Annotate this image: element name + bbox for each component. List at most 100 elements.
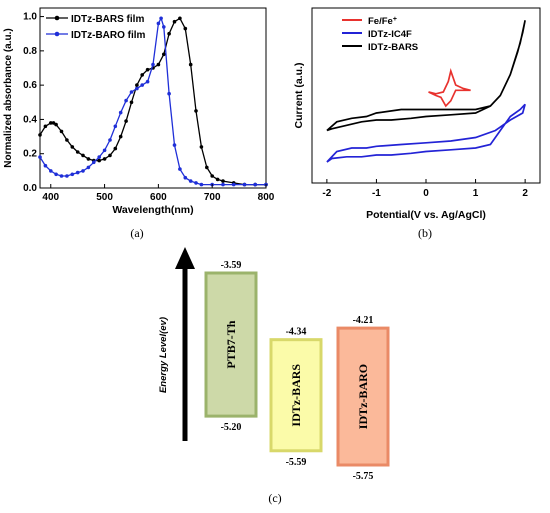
x-axis-label: Wavelength(nm) [112,204,193,216]
series-line-2 [326,20,526,132]
series-line-0 [39,17,266,186]
homo-label: -5.59 [286,457,307,468]
data-point [140,83,144,87]
legend-label: IDTz-BARS film [71,14,144,25]
data-point [86,165,91,170]
data-point [124,119,128,123]
homo-label: -5.75 [353,471,374,482]
data-point [156,62,161,67]
legend-label: IDTz-BARO film [71,30,146,41]
data-point [231,182,236,187]
energy-arrow-head [175,247,195,269]
energy-bar-1 [269,338,323,453]
energy-level-diagram: Energy Level(ev) -3.59 -5.20 PTB7-Th -4.34 -5… [158,247,390,505]
legend-marker [54,15,60,21]
energy-axis-label: Energy Level(ev) [158,317,169,393]
y-axis-label: Normalized absorbance (a.u.) [3,28,14,167]
x-axis-label: Potential(V vs. Ag/AgCl) [366,209,486,221]
y-tick-label: 0.0 [23,183,37,194]
energy-bar-2 [336,326,390,467]
y-tick-label: 0.6 [23,80,37,91]
data-point [54,122,58,127]
data-point [43,163,48,168]
series-line-0 [428,67,471,108]
data-point [70,172,75,177]
data-point [92,160,96,165]
legend-label: Fe/Fe+ [368,16,397,28]
data-point [38,155,42,159]
data-point [188,62,193,67]
data-point [75,150,80,154]
data-point [151,62,155,67]
data-point [49,121,53,125]
data-point [97,155,101,159]
series-line-1 [39,16,266,186]
y-tick-label: 0.8 [23,46,37,57]
data-point [140,73,144,77]
panel-label: (c) [268,491,281,505]
material-label: IDTz-BARS [289,364,303,427]
panel-label: (b) [418,226,432,240]
data-point [159,16,163,21]
data-point [194,109,198,113]
panel-c: Energy Level(ev) -3.59 -5.20 PTB7-Th -4.34 -5… [0,245,550,508]
cv-chart: -2 -1 0 1 2 Potential(V vs. Ag/AgCl) Current (… [293,7,541,240]
data-point [178,167,182,171]
data-point [156,21,161,26]
legend-superscript: + [393,16,397,23]
data-point [38,133,42,137]
data-point [194,181,198,185]
data-point [145,67,150,72]
data-point [113,146,118,151]
panel-label: (a) [130,226,143,240]
panel-a: 400 500 600 700 800 0.0 0.2 0.4 0.6 0.8 1.0 Wavelen… [0,0,275,245]
legend-label: IDTz-BARS [368,42,418,53]
data-point [221,182,225,187]
data-point [129,90,134,94]
data-point [70,145,75,149]
y-axis-label: Current (a.u.) [293,63,305,129]
data-point [242,182,247,187]
data-point [135,83,139,87]
data-point [97,158,101,163]
x-tick-label: 800 [258,192,275,203]
data-point [86,157,91,161]
y-tick-label: 0.4 [23,114,37,125]
x-tick-label: 2 [522,188,528,199]
lumo-label: -3.59 [221,260,242,271]
data-point [199,145,204,149]
data-point [65,138,69,142]
data-point [183,175,188,180]
y-tick-label: 1.0 [23,12,37,23]
data-point [59,129,64,134]
data-point [172,143,177,147]
legend-marker [54,31,60,37]
x-tick-label: -2 [322,188,331,199]
data-point [59,174,64,178]
series-line-1 [326,103,526,163]
lumo-label: -4.21 [353,315,374,326]
x-tick-label: 0 [423,188,429,199]
data-point [113,124,118,129]
data-point [81,169,85,173]
data-point [167,31,171,36]
data-point [178,16,182,21]
data-point [118,110,123,115]
y-tick-label: 0.2 [23,149,37,160]
data-point [102,157,107,161]
x-tick-label: -1 [372,188,381,199]
x-tick-label: 500 [96,192,113,203]
data-point [199,182,204,187]
data-point [135,86,139,91]
data-point [167,91,171,96]
lumo-label: -4.34 [286,327,307,338]
panel-b: -2 -1 0 1 2 Potential(V vs. Ag/AgCl) Current (… [290,0,550,245]
data-point [65,174,69,178]
data-point [215,177,220,182]
absorbance-chart: 400 500 600 700 800 0.0 0.2 0.4 0.6 0.8 1.0 Wavelen… [3,7,275,240]
data-point [205,165,209,170]
data-point [108,153,112,158]
data-point [118,134,123,139]
data-point [75,170,80,175]
data-point [102,148,107,153]
